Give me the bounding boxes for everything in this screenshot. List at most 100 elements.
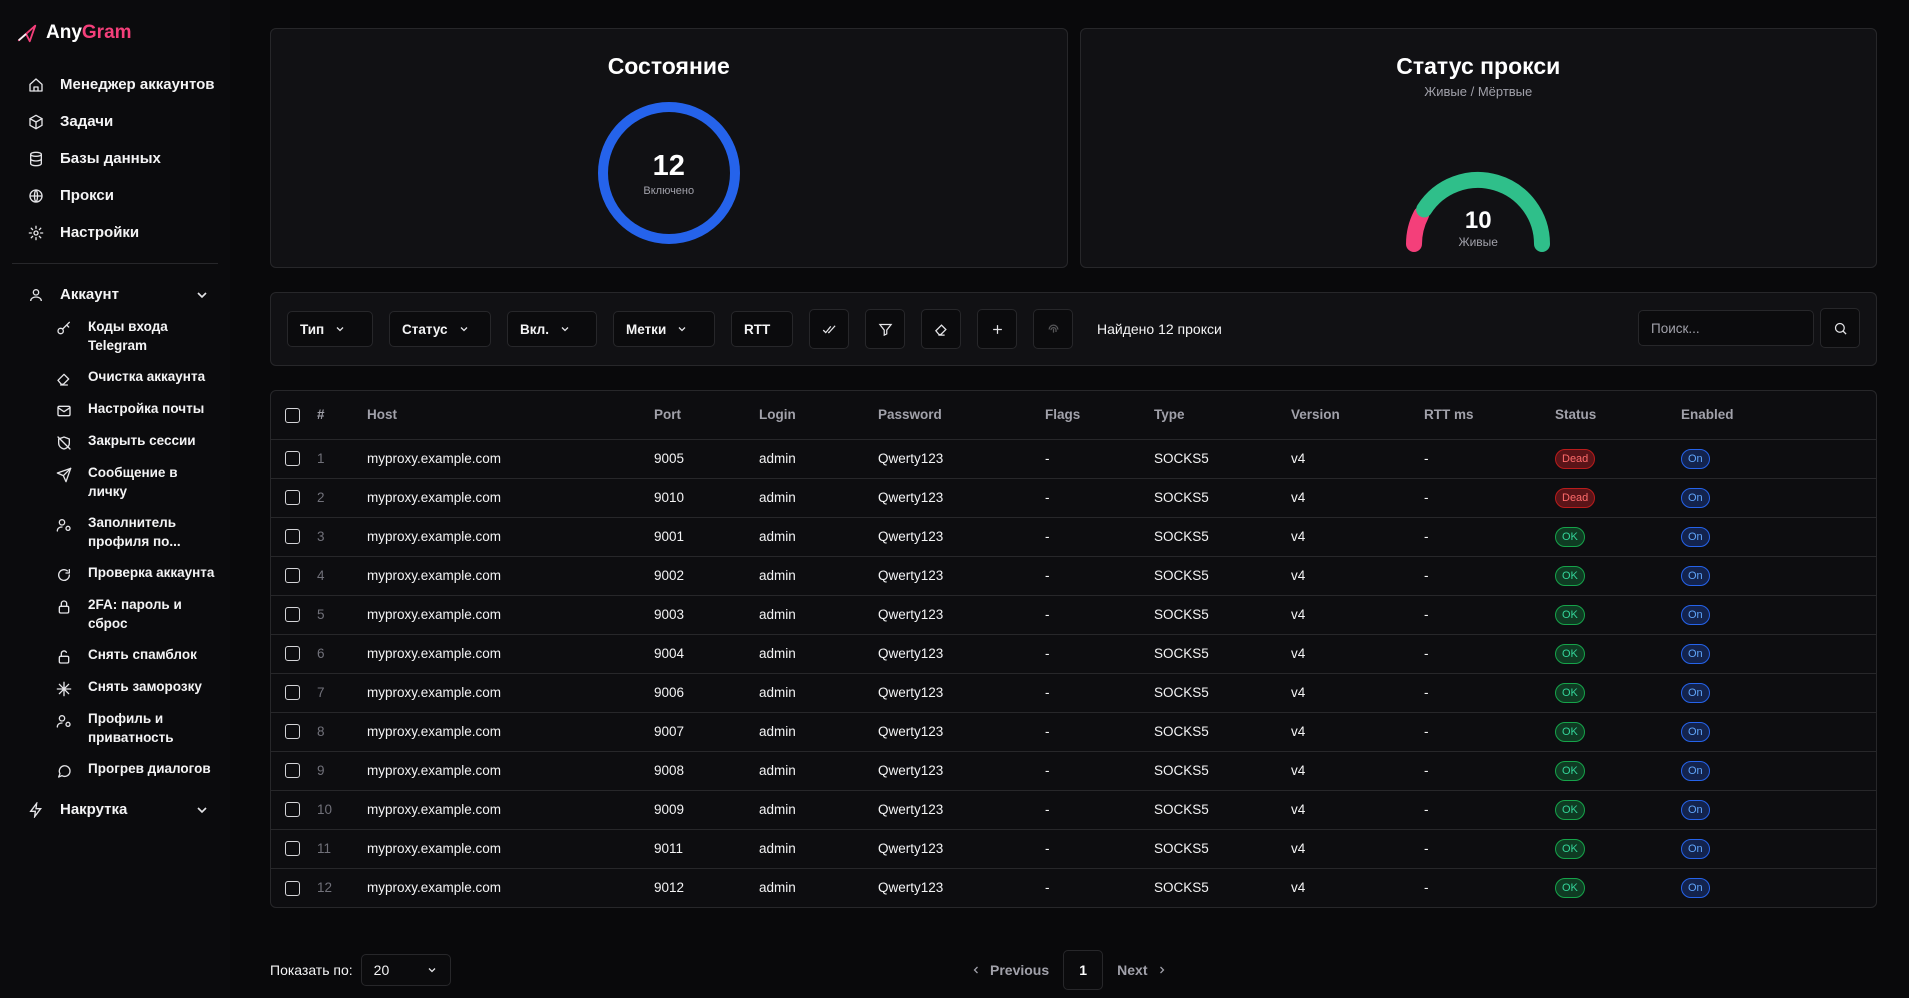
row-checkbox[interactable]: [285, 646, 300, 662]
account-subitem-9[interactable]: Снять спамблок: [12, 639, 218, 671]
enabled-badge[interactable]: On: [1681, 487, 1710, 508]
table-row[interactable]: 7 myproxy.example.com 9006 admin Qwerty123- S…: [271, 673, 1876, 713]
column-header[interactable]: Version: [1291, 391, 1424, 440]
account-subitem-11[interactable]: Профиль и приватность: [12, 703, 218, 753]
filter-reset-button[interactable]: [865, 309, 905, 349]
current-page-button[interactable]: 1: [1063, 950, 1104, 990]
column-header[interactable]: Status: [1555, 391, 1681, 440]
filter-dropdown-1[interactable]: Тип: [287, 311, 373, 347]
row-checkbox[interactable]: [285, 451, 300, 467]
cell-version: v4: [1291, 439, 1424, 479]
row-checkbox[interactable]: [285, 802, 300, 818]
state-value: 12: [652, 149, 685, 182]
sidebar-item-4[interactable]: Прокси: [12, 177, 218, 214]
select-all-checkbox[interactable]: [285, 407, 300, 423]
column-header[interactable]: Enabled: [1681, 391, 1876, 440]
account-subitem-6[interactable]: Заполнитель профиля по...: [12, 507, 218, 557]
cell-type: SOCKS5: [1154, 880, 1209, 896]
row-checkbox[interactable]: [285, 763, 300, 779]
state-ring-chart: [597, 102, 740, 244]
next-page-button[interactable]: Next: [1117, 962, 1167, 978]
column-header[interactable]: Login: [759, 391, 878, 440]
sidebar-item-5[interactable]: Настройки: [12, 214, 218, 251]
account-subitem-8[interactable]: 2FA: пароль и сброс: [12, 589, 218, 639]
account-subitem-3[interactable]: Настройка почты: [12, 393, 218, 425]
row-checkbox[interactable]: [285, 685, 300, 701]
table-row[interactable]: 11 myproxy.example.com 9011 admin Qwerty123-…: [271, 829, 1876, 869]
account-subitem-5[interactable]: Сообщение в личку: [12, 457, 218, 507]
clear-button[interactable]: [921, 309, 961, 349]
add-proxy-button[interactable]: [977, 309, 1017, 349]
enabled-badge[interactable]: On: [1681, 604, 1710, 625]
sidebar-item-3[interactable]: Базы данных: [12, 140, 218, 177]
cell-password: Qwerty123: [878, 595, 1045, 635]
cell-flags: -: [1045, 751, 1154, 791]
account-group-toggle[interactable]: Аккаунт: [12, 278, 218, 311]
table-row[interactable]: 1 myproxy.example.com 9005 admin Qwerty123- S…: [271, 439, 1876, 479]
table-row[interactable]: 5 myproxy.example.com 9003 admin Qwerty123- S…: [271, 595, 1876, 635]
row-checkbox[interactable]: [285, 568, 300, 584]
row-checkbox[interactable]: [285, 724, 300, 740]
table-row[interactable]: 2 myproxy.example.com 9010 admin Qwerty123- S…: [271, 478, 1876, 518]
table-row[interactable]: 8 myproxy.example.com 9007 admin Qwerty123- S…: [271, 712, 1876, 752]
account-subitem-4[interactable]: Закрыть сессии: [12, 425, 218, 457]
search-input[interactable]: [1638, 310, 1814, 346]
enabled-badge[interactable]: On: [1681, 682, 1710, 703]
filter-dropdown-3[interactable]: Вкл.: [507, 311, 597, 347]
enabled-badge[interactable]: On: [1681, 448, 1710, 469]
filter-dropdown-4[interactable]: Метки: [613, 311, 715, 347]
row-checkbox[interactable]: [285, 841, 300, 857]
table-row[interactable]: 4 myproxy.example.com 9002 admin Qwerty123- S…: [271, 556, 1876, 596]
cell-type: SOCKS5: [1154, 634, 1291, 674]
boost-group-toggle[interactable]: Накрутка: [12, 793, 218, 826]
enabled-badge[interactable]: On: [1681, 760, 1710, 781]
enabled-badge[interactable]: On: [1681, 799, 1710, 820]
enabled-badge[interactable]: On: [1681, 838, 1710, 859]
account-subitem-12[interactable]: Прогрев диалогов: [12, 753, 218, 785]
filter-label: Статус: [402, 321, 448, 337]
main-content: Состояние 12 Включено Статус прокси Живы…: [230, 0, 1909, 998]
table-row[interactable]: 9 myproxy.example.com 9008 admin Qwerty123- S…: [271, 751, 1876, 791]
table-row[interactable]: 3 myproxy.example.com 9001 admin Qwerty123- S…: [271, 517, 1876, 557]
enabled-badge[interactable]: On: [1681, 565, 1710, 586]
previous-page-button[interactable]: Previous: [970, 962, 1049, 978]
table-row[interactable]: 10 myproxy.example.com 9009 admin Qwerty123-…: [271, 790, 1876, 830]
filter-dropdown-2[interactable]: Статус: [389, 311, 491, 347]
row-checkbox[interactable]: [285, 529, 300, 545]
row-checkbox[interactable]: [285, 880, 300, 896]
account-subitem-1[interactable]: Коды входа Telegram: [12, 311, 218, 361]
column-header[interactable]: Host: [367, 391, 654, 440]
column-header[interactable]: Password: [878, 391, 1045, 440]
brand[interactable]: AnyGram: [12, 22, 218, 44]
row-checkbox[interactable]: [285, 607, 300, 623]
per-page-select[interactable]: 20: [360, 954, 451, 986]
column-header[interactable]: Type: [1154, 391, 1291, 440]
cell-version: v4: [1291, 829, 1424, 869]
sidebar-item-2[interactable]: Задачи: [12, 103, 218, 140]
sidebar-item-1[interactable]: Менеджер аккаунтов: [12, 66, 218, 103]
enabled-badge[interactable]: On: [1681, 877, 1710, 898]
check-all-button[interactable]: [809, 309, 849, 349]
cell-version: v4: [1291, 751, 1424, 791]
enabled-badge[interactable]: On: [1681, 526, 1710, 547]
search-button[interactable]: [1820, 308, 1860, 348]
column-header[interactable]: RTT ms: [1424, 391, 1555, 440]
enabled-badge[interactable]: On: [1681, 721, 1710, 742]
column-header[interactable]: Flags: [1045, 391, 1154, 440]
cell-rtt: -: [1424, 673, 1555, 713]
state-label: Включено: [643, 184, 695, 197]
table-row[interactable]: 12 myproxy.example.com 9012 admin Qwerty123 -…: [271, 868, 1876, 907]
column-header[interactable]: #: [317, 391, 367, 440]
fingerprint-button[interactable]: [1033, 309, 1073, 349]
cell-login: admin: [759, 556, 878, 596]
filter-dropdown-5[interactable]: RTT: [731, 311, 793, 347]
column-header[interactable]: Port: [654, 391, 759, 440]
row-checkbox[interactable]: [285, 490, 300, 506]
cell-port: 9012: [654, 880, 685, 896]
account-subitem-7[interactable]: Проверка аккаунта: [12, 557, 218, 589]
table-row[interactable]: 6 myproxy.example.com 9004 admin Qwerty123- S…: [271, 634, 1876, 674]
account-subitem-2[interactable]: Очистка аккаунта: [12, 361, 218, 393]
enabled-badge[interactable]: On: [1681, 643, 1710, 664]
account-subitem-10[interactable]: Снять заморозку: [12, 671, 218, 703]
cell-n: 6: [317, 634, 367, 674]
